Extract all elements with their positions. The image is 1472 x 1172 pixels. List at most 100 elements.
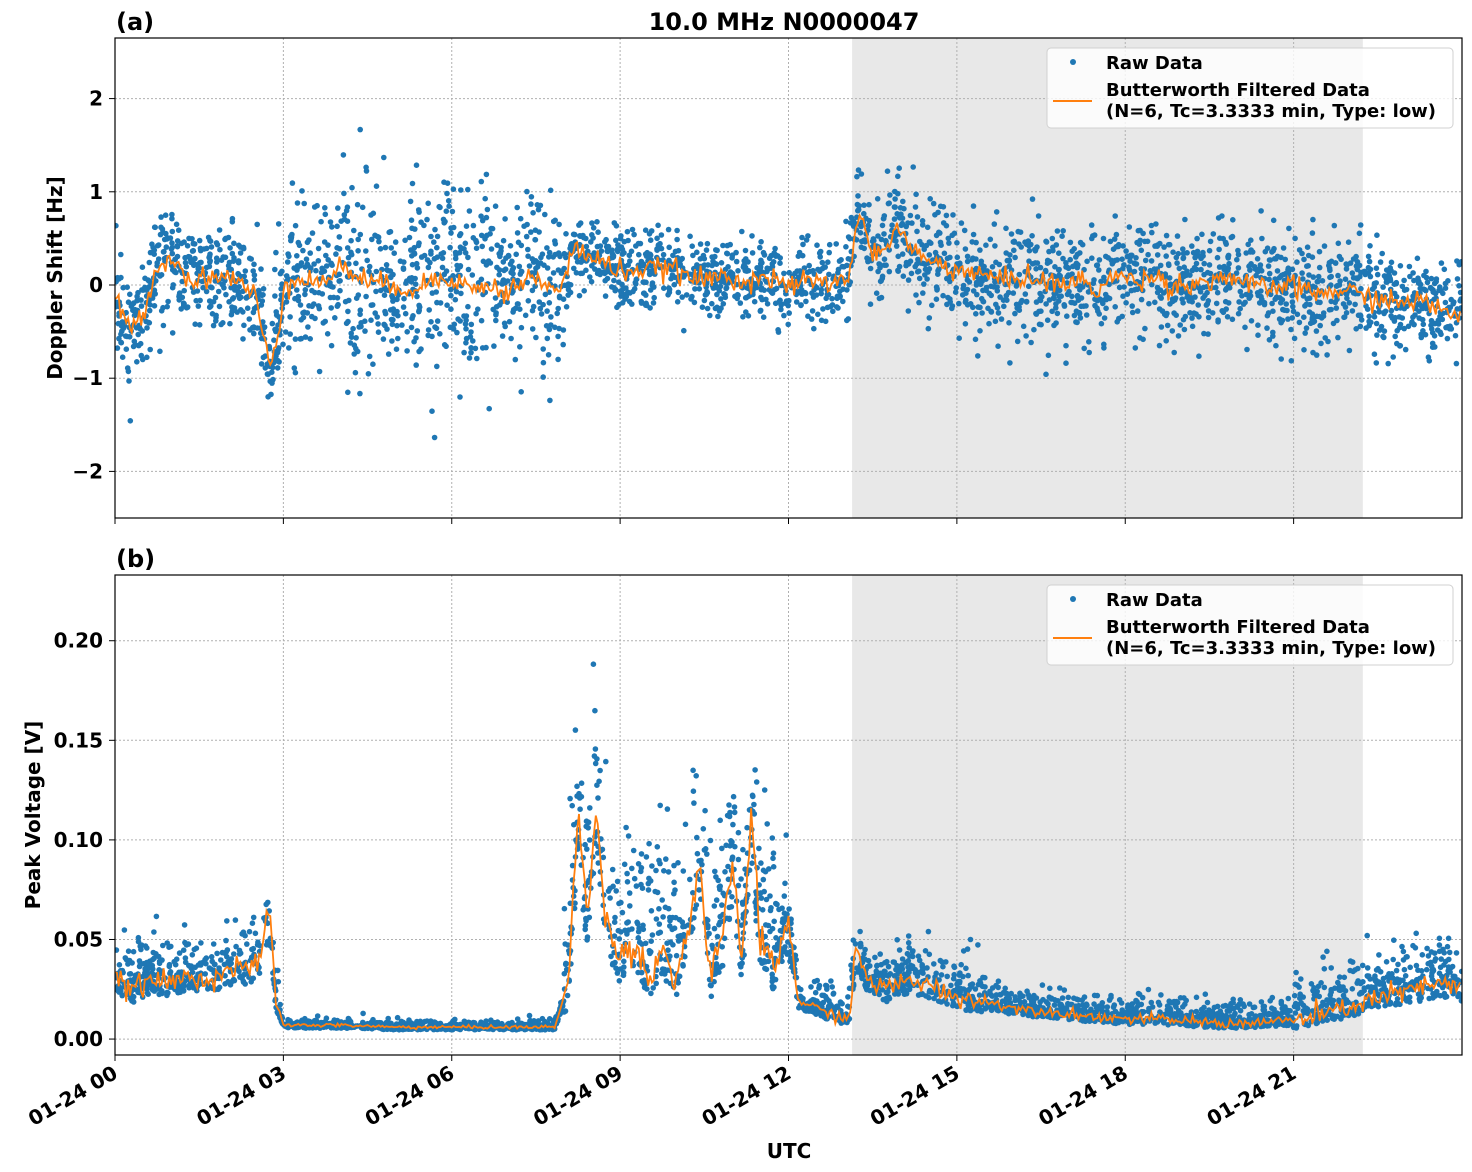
raw-point: [220, 281, 226, 288]
raw-point: [525, 298, 532, 304]
raw-point: [768, 252, 774, 259]
raw-point: [876, 991, 882, 998]
raw-point: [1198, 266, 1204, 273]
raw-point: [497, 253, 503, 260]
raw-point: [897, 963, 904, 970]
raw-point: [1026, 242, 1032, 249]
raw-point: [235, 259, 242, 266]
raw-point: [1438, 331, 1444, 338]
raw-point: [1120, 243, 1126, 249]
raw-point: [1018, 244, 1024, 250]
raw-point: [1345, 239, 1352, 245]
raw-point: [555, 356, 561, 363]
raw-point: [1065, 994, 1072, 1001]
raw-point: [881, 256, 888, 263]
raw-point: [716, 308, 723, 314]
raw-point: [115, 278, 119, 285]
raw-point: [258, 361, 265, 367]
raw-point: [874, 196, 881, 202]
raw-point: [1318, 980, 1324, 986]
raw-point: [1412, 945, 1419, 951]
raw-point: [563, 254, 569, 261]
raw-point: [336, 246, 343, 252]
raw-point: [386, 229, 393, 236]
raw-point: [357, 311, 363, 318]
raw-point: [1004, 257, 1011, 264]
raw-point: [1321, 243, 1328, 249]
raw-point: [1222, 298, 1229, 305]
raw-point: [239, 274, 245, 280]
y-tick-label: −2: [72, 459, 103, 483]
raw-point: [735, 856, 742, 863]
raw-point: [1235, 247, 1241, 254]
raw-point: [758, 895, 765, 901]
raw-point: [992, 318, 999, 325]
raw-point: [1132, 345, 1139, 351]
raw-point: [913, 191, 919, 198]
raw-point: [1175, 333, 1182, 339]
raw-point: [388, 274, 394, 281]
raw-point: [1148, 999, 1155, 1006]
raw-point: [670, 942, 676, 948]
raw-point: [1142, 325, 1148, 332]
raw-point: [224, 953, 230, 960]
raw-point: [1272, 296, 1278, 303]
raw-point: [919, 218, 926, 224]
raw-point: [547, 187, 554, 194]
raw-point: [330, 284, 336, 290]
raw-point: [229, 250, 236, 257]
raw-point: [332, 315, 338, 321]
raw-point: [768, 905, 774, 911]
raw-point: [654, 235, 660, 242]
raw-point: [972, 336, 979, 343]
raw-point: [186, 235, 192, 242]
raw-point: [729, 255, 735, 261]
raw-point: [640, 262, 646, 268]
raw-point: [344, 245, 351, 251]
raw-point: [418, 254, 425, 260]
raw-point: [719, 944, 725, 950]
raw-point: [1242, 299, 1248, 306]
raw-point: [408, 217, 415, 223]
raw-point: [1148, 258, 1155, 264]
raw-point: [962, 321, 969, 327]
raw-point: [793, 299, 800, 305]
raw-point: [465, 266, 472, 273]
raw-point: [894, 211, 900, 217]
raw-point: [1123, 248, 1129, 254]
raw-point: [616, 978, 623, 984]
raw-point: [689, 243, 695, 249]
raw-point: [600, 854, 607, 861]
raw-point: [1241, 1003, 1247, 1010]
raw-point: [357, 231, 364, 238]
raw-point: [1047, 985, 1053, 992]
raw-point: [820, 306, 826, 312]
raw-point: [193, 297, 199, 304]
raw-point: [583, 243, 590, 250]
raw-point: [498, 248, 504, 254]
raw-point: [933, 284, 940, 290]
raw-point: [169, 215, 175, 222]
raw-point: [1324, 948, 1330, 955]
raw-point: [877, 278, 884, 285]
raw-point: [319, 265, 325, 272]
raw-point: [1367, 243, 1373, 249]
raw-point: [1270, 308, 1276, 315]
raw-point: [533, 334, 539, 341]
raw-point: [385, 351, 392, 357]
raw-point: [1420, 321, 1427, 328]
raw-point: [927, 196, 933, 202]
raw-point: [659, 897, 665, 903]
raw-point: [932, 249, 939, 256]
raw-point: [700, 252, 707, 259]
raw-point: [131, 312, 138, 319]
raw-point: [798, 302, 804, 309]
raw-point: [125, 368, 132, 375]
raw-point: [416, 240, 422, 246]
raw-point: [190, 289, 197, 295]
raw-point: [244, 941, 250, 947]
raw-point: [950, 212, 956, 218]
raw-point: [1364, 932, 1370, 939]
raw-point: [1145, 251, 1151, 258]
